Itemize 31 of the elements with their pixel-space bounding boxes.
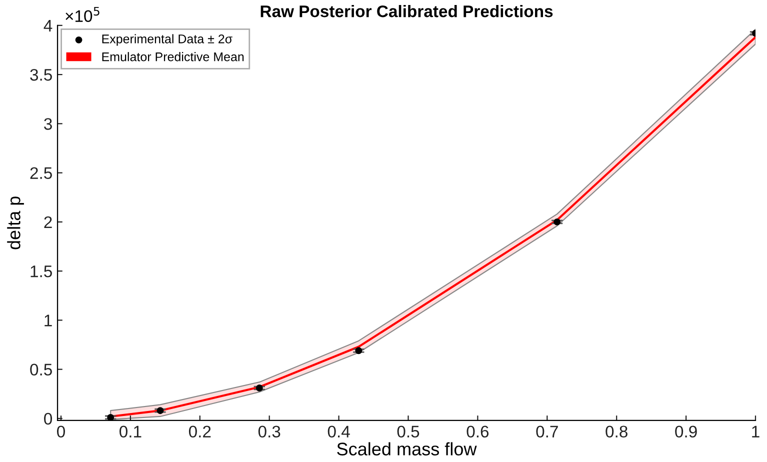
x-tick-label: 0.8 (606, 426, 628, 438)
y-tick-label: 2 (44, 216, 52, 228)
point (156, 407, 164, 414)
x-tick-label: 0.3 (258, 426, 280, 438)
x-tick-label: 0.5 (397, 426, 420, 438)
x-tick-label: 1 (752, 426, 760, 438)
x-tick-label: 0.4 (328, 426, 350, 438)
y-tick-label: 3 (44, 118, 52, 130)
y-tick-label: 4 (44, 20, 52, 32)
x-tick-label: 0 (57, 426, 65, 438)
y-tick-label: 0.5 (30, 364, 52, 376)
y-tick-label: 2.5 (30, 167, 52, 180)
point (355, 347, 362, 354)
x-axis-title: Scaled mass flow (337, 442, 477, 456)
y-tick-label: 1.5 (30, 266, 52, 278)
y-tick-label: 3.5 (30, 68, 52, 81)
x-tick-label: 0.2 (188, 426, 211, 438)
x-tick-label: 0.7 (536, 426, 558, 438)
x-tick-label: 0.9 (675, 426, 697, 438)
y-tick-label: 0 (44, 412, 52, 425)
x-tick-label: 0.6 (466, 426, 489, 438)
x-tick-label: 0.1 (120, 426, 142, 438)
legend-label: Experimental Data ± 2σ (102, 34, 232, 46)
point (256, 384, 263, 392)
point (107, 414, 114, 420)
chart-title: Raw Posterior Calibrated Predictions (260, 5, 553, 18)
text: ×10$^{5}$ (66, 6, 100, 22)
legend-label: Emulator Predictive Mean (102, 52, 244, 62)
y-axis-title: delta p (7, 196, 24, 250)
point (554, 218, 561, 226)
y-tick-label: 1 (44, 314, 52, 326)
